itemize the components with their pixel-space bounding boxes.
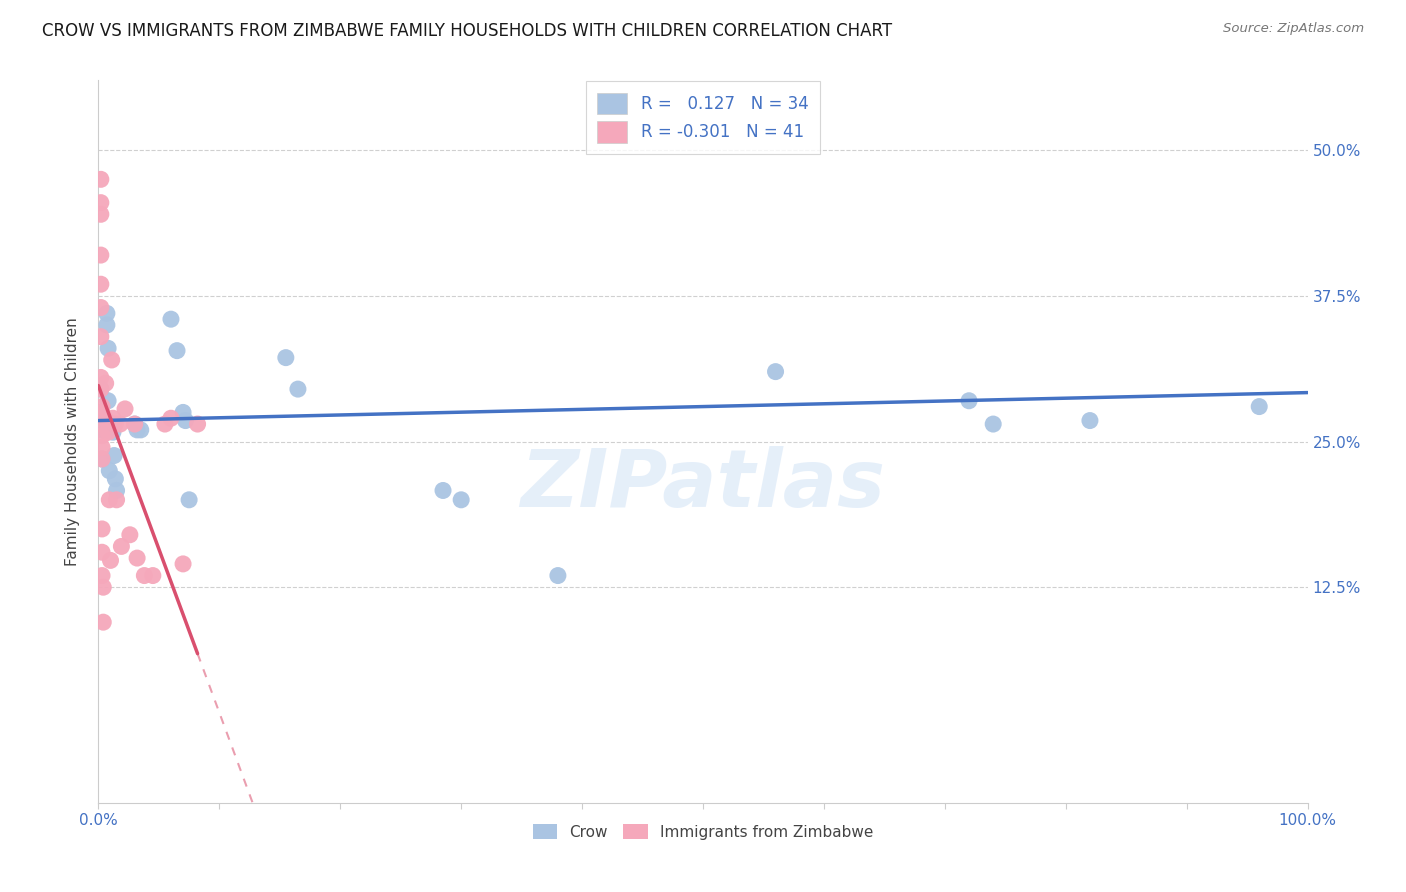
- Point: [153, 417, 176, 431]
- Point: [160, 312, 183, 326]
- Point: [90, 301, 112, 315]
- Point: [98, 492, 121, 507]
- Point: [91, 615, 114, 630]
- Point: [172, 557, 194, 571]
- Point: [90, 370, 112, 384]
- Point: [981, 417, 1004, 431]
- Point: [104, 472, 127, 486]
- Point: [105, 483, 128, 498]
- Point: [142, 568, 165, 582]
- Point: [160, 411, 183, 425]
- Point: [96, 306, 118, 320]
- Point: [127, 423, 149, 437]
- Point: [101, 425, 124, 440]
- Point: [124, 417, 146, 431]
- Point: [90, 405, 112, 419]
- Point: [97, 341, 120, 355]
- Point: [127, 551, 149, 566]
- Point: [91, 568, 114, 582]
- Point: [100, 553, 122, 567]
- Point: [91, 405, 114, 419]
- Point: [432, 483, 454, 498]
- Point: [274, 351, 297, 365]
- Legend: Crow, Immigrants from Zimbabwe: Crow, Immigrants from Zimbabwe: [527, 818, 879, 846]
- Text: CROW VS IMMIGRANTS FROM ZIMBABWE FAMILY HOUSEHOLDS WITH CHILDREN CORRELATION CHA: CROW VS IMMIGRANTS FROM ZIMBABWE FAMILY …: [42, 22, 893, 40]
- Point: [108, 417, 131, 431]
- Y-axis label: Family Households with Children: Family Households with Children: [65, 318, 80, 566]
- Point: [90, 172, 112, 186]
- Point: [91, 417, 114, 431]
- Text: Source: ZipAtlas.com: Source: ZipAtlas.com: [1223, 22, 1364, 36]
- Point: [90, 382, 112, 396]
- Point: [91, 400, 114, 414]
- Point: [114, 401, 136, 416]
- Point: [103, 449, 125, 463]
- Point: [174, 413, 197, 427]
- Point: [91, 428, 114, 442]
- Point: [287, 382, 309, 396]
- Point: [90, 382, 112, 396]
- Point: [90, 195, 112, 210]
- Point: [100, 353, 122, 368]
- Point: [97, 425, 120, 440]
- Point: [110, 540, 132, 554]
- Point: [101, 419, 124, 434]
- Point: [124, 417, 146, 431]
- Point: [179, 492, 201, 507]
- Point: [91, 441, 114, 455]
- Text: ZIPatlas: ZIPatlas: [520, 446, 886, 524]
- Point: [90, 207, 112, 221]
- Point: [172, 405, 194, 419]
- Point: [96, 413, 118, 427]
- Point: [765, 365, 787, 379]
- Point: [118, 528, 141, 542]
- Point: [91, 417, 114, 431]
- Point: [90, 329, 112, 343]
- Point: [90, 248, 112, 262]
- Point: [129, 423, 152, 437]
- Point: [91, 423, 114, 437]
- Point: [547, 568, 569, 582]
- Point: [91, 580, 114, 594]
- Point: [97, 423, 120, 437]
- Point: [91, 452, 114, 467]
- Point: [97, 393, 120, 408]
- Point: [94, 376, 117, 391]
- Point: [134, 568, 156, 582]
- Point: [96, 318, 118, 332]
- Point: [450, 492, 472, 507]
- Point: [101, 411, 124, 425]
- Point: [98, 464, 121, 478]
- Point: [957, 393, 980, 408]
- Point: [1078, 413, 1101, 427]
- Point: [1249, 400, 1271, 414]
- Point: [90, 277, 112, 292]
- Point: [91, 545, 114, 559]
- Point: [104, 417, 127, 431]
- Point: [105, 492, 128, 507]
- Point: [91, 522, 114, 536]
- Point: [166, 343, 188, 358]
- Point: [91, 452, 114, 467]
- Point: [187, 417, 209, 431]
